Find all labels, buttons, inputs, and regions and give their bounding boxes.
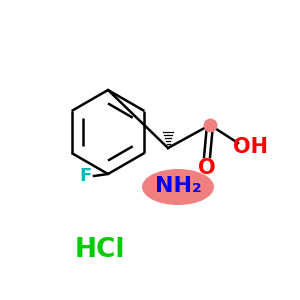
Text: NH₂: NH₂ [154, 176, 201, 196]
Text: O: O [198, 158, 216, 178]
Text: HCl: HCl [75, 237, 125, 263]
Text: F: F [80, 167, 92, 185]
Ellipse shape [142, 169, 214, 205]
Text: OH: OH [232, 137, 268, 157]
